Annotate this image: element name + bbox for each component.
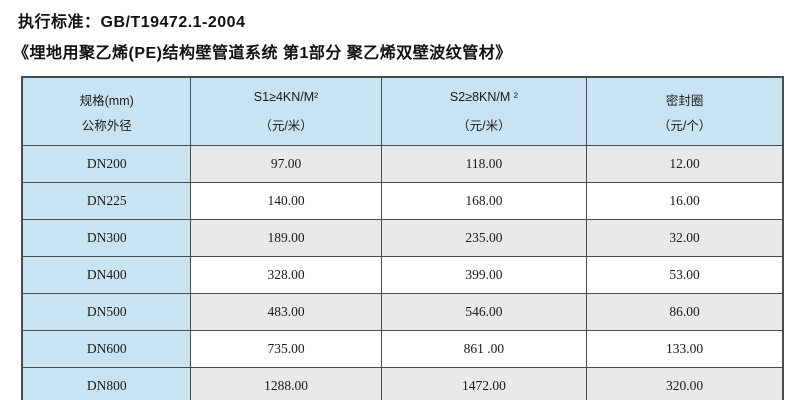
s1-price-cell: 735.00: [190, 330, 382, 368]
s2-price-cell: 861 .00: [380, 330, 588, 368]
header-s1-line2: （元/米）: [259, 118, 313, 133]
table-row: DN600 735.00 861 .00 133.00: [21, 330, 784, 368]
price-table: 规格(mm) 公称外径 S1≥4KN/M² （元/米） S2≥8KN/M ² （…: [21, 76, 784, 400]
header-seal-ring: 密封圈 （元/个）: [586, 76, 784, 146]
header-s1: S1≥4KN/M² （元/米）: [190, 76, 382, 146]
header-s2: S2≥8KN/M ² （元/米）: [380, 76, 588, 146]
s2-price-cell: 235.00: [380, 219, 588, 257]
header-spec-line2: 公称外径: [81, 118, 132, 133]
spec-cell: DN200: [21, 145, 192, 183]
header-seal-line2: （元/个）: [657, 118, 712, 133]
s2-price-cell: 168.00: [380, 182, 588, 220]
s1-price-cell: 483.00: [190, 293, 382, 331]
spec-cell: DN800: [21, 367, 192, 400]
s2-price-cell: 1472.00: [380, 367, 588, 400]
header-row: 规格(mm) 公称外径 S1≥4KN/M² （元/米） S2≥8KN/M ² （…: [21, 76, 784, 146]
header-spec-line1: 规格(mm): [79, 93, 134, 108]
s1-price-cell: 97.00: [190, 145, 382, 183]
table-row: DN300 189.00 235.00 32.00: [21, 219, 784, 257]
spec-cell: DN600: [21, 330, 192, 368]
header-s2-line2: （元/米）: [457, 118, 511, 133]
header-spec: 规格(mm) 公称外径: [21, 76, 192, 146]
standard-line: 执行标准：GB/T19472.1-2004: [18, 14, 246, 31]
spec-cell: DN300: [21, 219, 192, 257]
header-s1-line1: S1≥4KN/M²: [253, 89, 319, 104]
s2-price-cell: 118.00: [380, 145, 588, 183]
table-row: DN500 483.00 546.00 86.00: [21, 293, 784, 331]
table-row: DN200 97.00 118.00 12.00: [21, 145, 784, 183]
seal-price-cell: 53.00: [586, 256, 784, 294]
s2-price-cell: 399.00: [380, 256, 588, 294]
header-seal-line1: 密封圈: [665, 93, 704, 108]
spec-cell: DN400: [21, 256, 192, 294]
document-title: 《埋地用聚乙烯(PE)结构壁管道系统 第1部分 聚乙烯双壁波纹管材》: [13, 45, 512, 62]
seal-price-cell: 32.00: [586, 219, 784, 257]
seal-price-cell: 133.00: [586, 330, 784, 368]
table-body: DN200 97.00 118.00 12.00 DN225 140.00 16…: [21, 145, 784, 400]
s2-price-cell: 546.00: [380, 293, 588, 331]
header-s2-line1: S2≥8KN/M ²: [449, 89, 518, 104]
spec-cell: DN500: [21, 293, 192, 331]
seal-price-cell: 12.00: [586, 145, 784, 183]
seal-price-cell: 86.00: [586, 293, 784, 331]
seal-price-cell: 320.00: [586, 367, 784, 400]
s1-price-cell: 328.00: [190, 256, 382, 294]
spec-cell: DN225: [21, 182, 192, 220]
s1-price-cell: 189.00: [190, 219, 382, 257]
table-row: DN225 140.00 168.00 16.00: [21, 182, 784, 220]
s1-price-cell: 140.00: [190, 182, 382, 220]
s1-price-cell: 1288.00: [190, 367, 382, 400]
table-row: DN400 328.00 399.00 53.00: [21, 256, 784, 294]
table-row: DN800 1288.00 1472.00 320.00: [21, 367, 784, 400]
seal-price-cell: 16.00: [586, 182, 784, 220]
